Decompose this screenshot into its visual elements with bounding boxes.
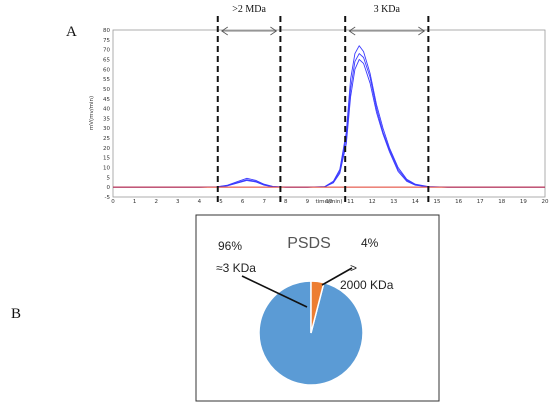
x-tick-label: 10 bbox=[326, 199, 333, 205]
chromatogram-curves bbox=[113, 45, 545, 188]
region-label: >2 MDa bbox=[232, 4, 266, 15]
pie-slice-minor bbox=[310, 280, 325, 334]
pie-chart: PSDS 96% ≈3 KDa 4% > 2000 KDa bbox=[195, 214, 440, 402]
y-tick-label: 75 bbox=[103, 38, 110, 44]
y-axis-label: mV(mv/min) bbox=[89, 96, 95, 130]
y-tick-label: 40 bbox=[103, 107, 110, 113]
y-tick-label: 50 bbox=[103, 87, 110, 93]
slice-minor-percent: 4% bbox=[361, 236, 379, 250]
plot-frame bbox=[112, 29, 546, 198]
x-tick-label: 12 bbox=[369, 199, 376, 205]
region-label: 3 KDa bbox=[374, 4, 401, 15]
x-tick-label: 11 bbox=[347, 199, 354, 205]
x-tick-label: 2 bbox=[154, 199, 158, 205]
y-tick-label: 55 bbox=[103, 77, 110, 83]
x-tick-label: 13 bbox=[390, 199, 397, 205]
y-tick-label: 25 bbox=[103, 136, 110, 142]
x-tick-label: 17 bbox=[477, 199, 484, 205]
slice-minor-label: > 2000 KDa bbox=[340, 261, 394, 292]
slice-minor-label-line1: > bbox=[350, 261, 357, 275]
y-tick-label: 45 bbox=[103, 97, 110, 103]
x-tick-label: 8 bbox=[284, 199, 288, 205]
chromatogram-series-line bbox=[113, 53, 545, 188]
region-span-arrow bbox=[221, 26, 278, 36]
x-tick-label: 19 bbox=[520, 199, 527, 205]
pie-title: PSDS bbox=[287, 235, 331, 252]
leader-line-minor bbox=[321, 267, 353, 286]
panel-a-letter: A bbox=[66, 24, 77, 40]
x-tick-label: 3 bbox=[176, 199, 180, 205]
x-tick-label: 20 bbox=[542, 199, 549, 205]
pie-slices bbox=[258, 280, 364, 386]
chromatogram-series-line bbox=[113, 45, 545, 188]
chromatogram-series-line bbox=[113, 59, 545, 188]
x-tick-label: 15 bbox=[434, 199, 441, 205]
x-tick-label: 16 bbox=[455, 199, 462, 205]
y-tick-label: 60 bbox=[103, 67, 110, 73]
x-tick-label: 1 bbox=[133, 199, 137, 205]
x-axis-ticks: 0 1 2 3 4 5 6 7 8 9 10 11 12 13 14 15 16 17 18 19 20 bbox=[111, 199, 549, 205]
y-tick-label: 15 bbox=[103, 156, 110, 162]
x-tick-label: 6 bbox=[241, 199, 245, 205]
x-tick-label: 4 bbox=[198, 199, 202, 205]
x-tick-label: 5 bbox=[219, 199, 223, 205]
x-tick-label: 0 bbox=[111, 199, 115, 205]
y-tick-label: 65 bbox=[103, 57, 110, 63]
y-tick-label: -5 bbox=[105, 195, 111, 201]
y-tick-label: 5 bbox=[107, 175, 111, 181]
x-tick-label: 7 bbox=[262, 199, 266, 205]
slice-main-percent: 96% bbox=[218, 239, 242, 253]
y-tick-label: 10 bbox=[103, 166, 110, 172]
y-axis-ticks: -5 0 5 10 15 20 25 30 35 40 45 50 55 60 65 70 75 80 bbox=[103, 28, 111, 201]
x-tick-label: 14 bbox=[412, 199, 419, 205]
panel-b-letter: B bbox=[11, 306, 21, 322]
y-tick-label: 80 bbox=[103, 28, 110, 34]
y-tick-label: 20 bbox=[103, 146, 110, 152]
x-tick-label: 18 bbox=[498, 199, 505, 205]
x-axis-label: time(min) bbox=[315, 199, 342, 205]
molecular-weight-regions: >2 MDa 3 KDa bbox=[216, 4, 430, 204]
slice-main-label: ≈3 KDa bbox=[216, 261, 256, 275]
region-span-arrow bbox=[348, 26, 426, 36]
y-tick-label: 70 bbox=[103, 48, 110, 54]
slice-minor-label-line2: 2000 KDa bbox=[340, 278, 394, 292]
leader-line-main bbox=[241, 275, 308, 308]
y-tick-label: 35 bbox=[103, 116, 110, 122]
x-tick-label: 9 bbox=[306, 199, 310, 205]
y-tick-label: 30 bbox=[103, 126, 110, 132]
y-tick-label: 0 bbox=[107, 185, 111, 191]
